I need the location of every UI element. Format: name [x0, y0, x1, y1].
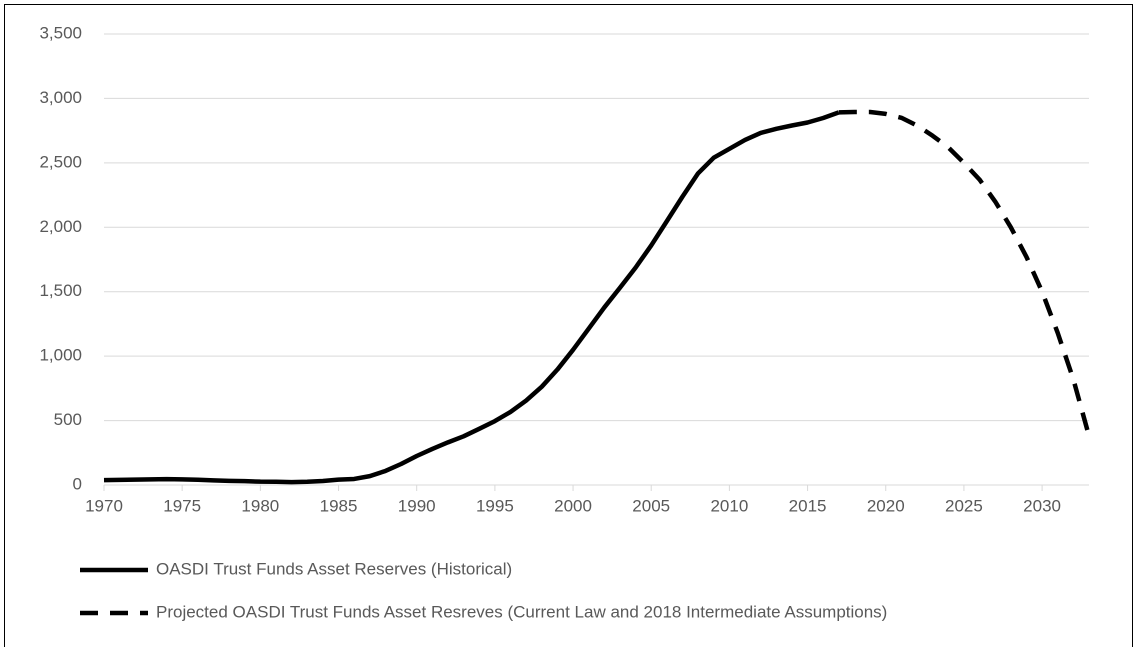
y-tick-label: 1,500	[39, 281, 82, 300]
x-tick-label: 1980	[241, 496, 279, 515]
x-tick-label: 2025	[945, 496, 983, 515]
y-tick-label: 2,000	[39, 217, 82, 236]
legend-label: OASDI Trust Funds Asset Reserves (Histor…	[156, 559, 512, 578]
x-tick-label: 1995	[476, 496, 514, 515]
line-series	[103, 110, 840, 485]
y-tick-label: 3,500	[39, 23, 82, 42]
y-tick-label: 500	[54, 410, 82, 429]
x-tick-label: 1985	[320, 496, 358, 515]
x-tick-label: 1975	[163, 496, 201, 515]
y-tick-label: 2,500	[39, 152, 82, 171]
x-tick-label: 2005	[632, 496, 670, 515]
line-series	[838, 109, 1092, 437]
y-tick-label: 0	[73, 474, 82, 493]
x-tick-label: 2030	[1023, 496, 1061, 515]
legend-label: Projected OASDI Trust Funds Asset Resrev…	[156, 602, 887, 621]
chart-frame	[4, 4, 1133, 647]
y-tick-label: 3,000	[39, 88, 82, 107]
x-tick-label: 2010	[710, 496, 748, 515]
x-tick-label: 1990	[398, 496, 436, 515]
x-tick-label: 2020	[867, 496, 905, 515]
x-tick-label: 2015	[789, 496, 827, 515]
x-tick-label: 1970	[85, 496, 123, 515]
x-tick-label: 2000	[554, 496, 592, 515]
y-tick-label: 1,000	[39, 346, 82, 365]
